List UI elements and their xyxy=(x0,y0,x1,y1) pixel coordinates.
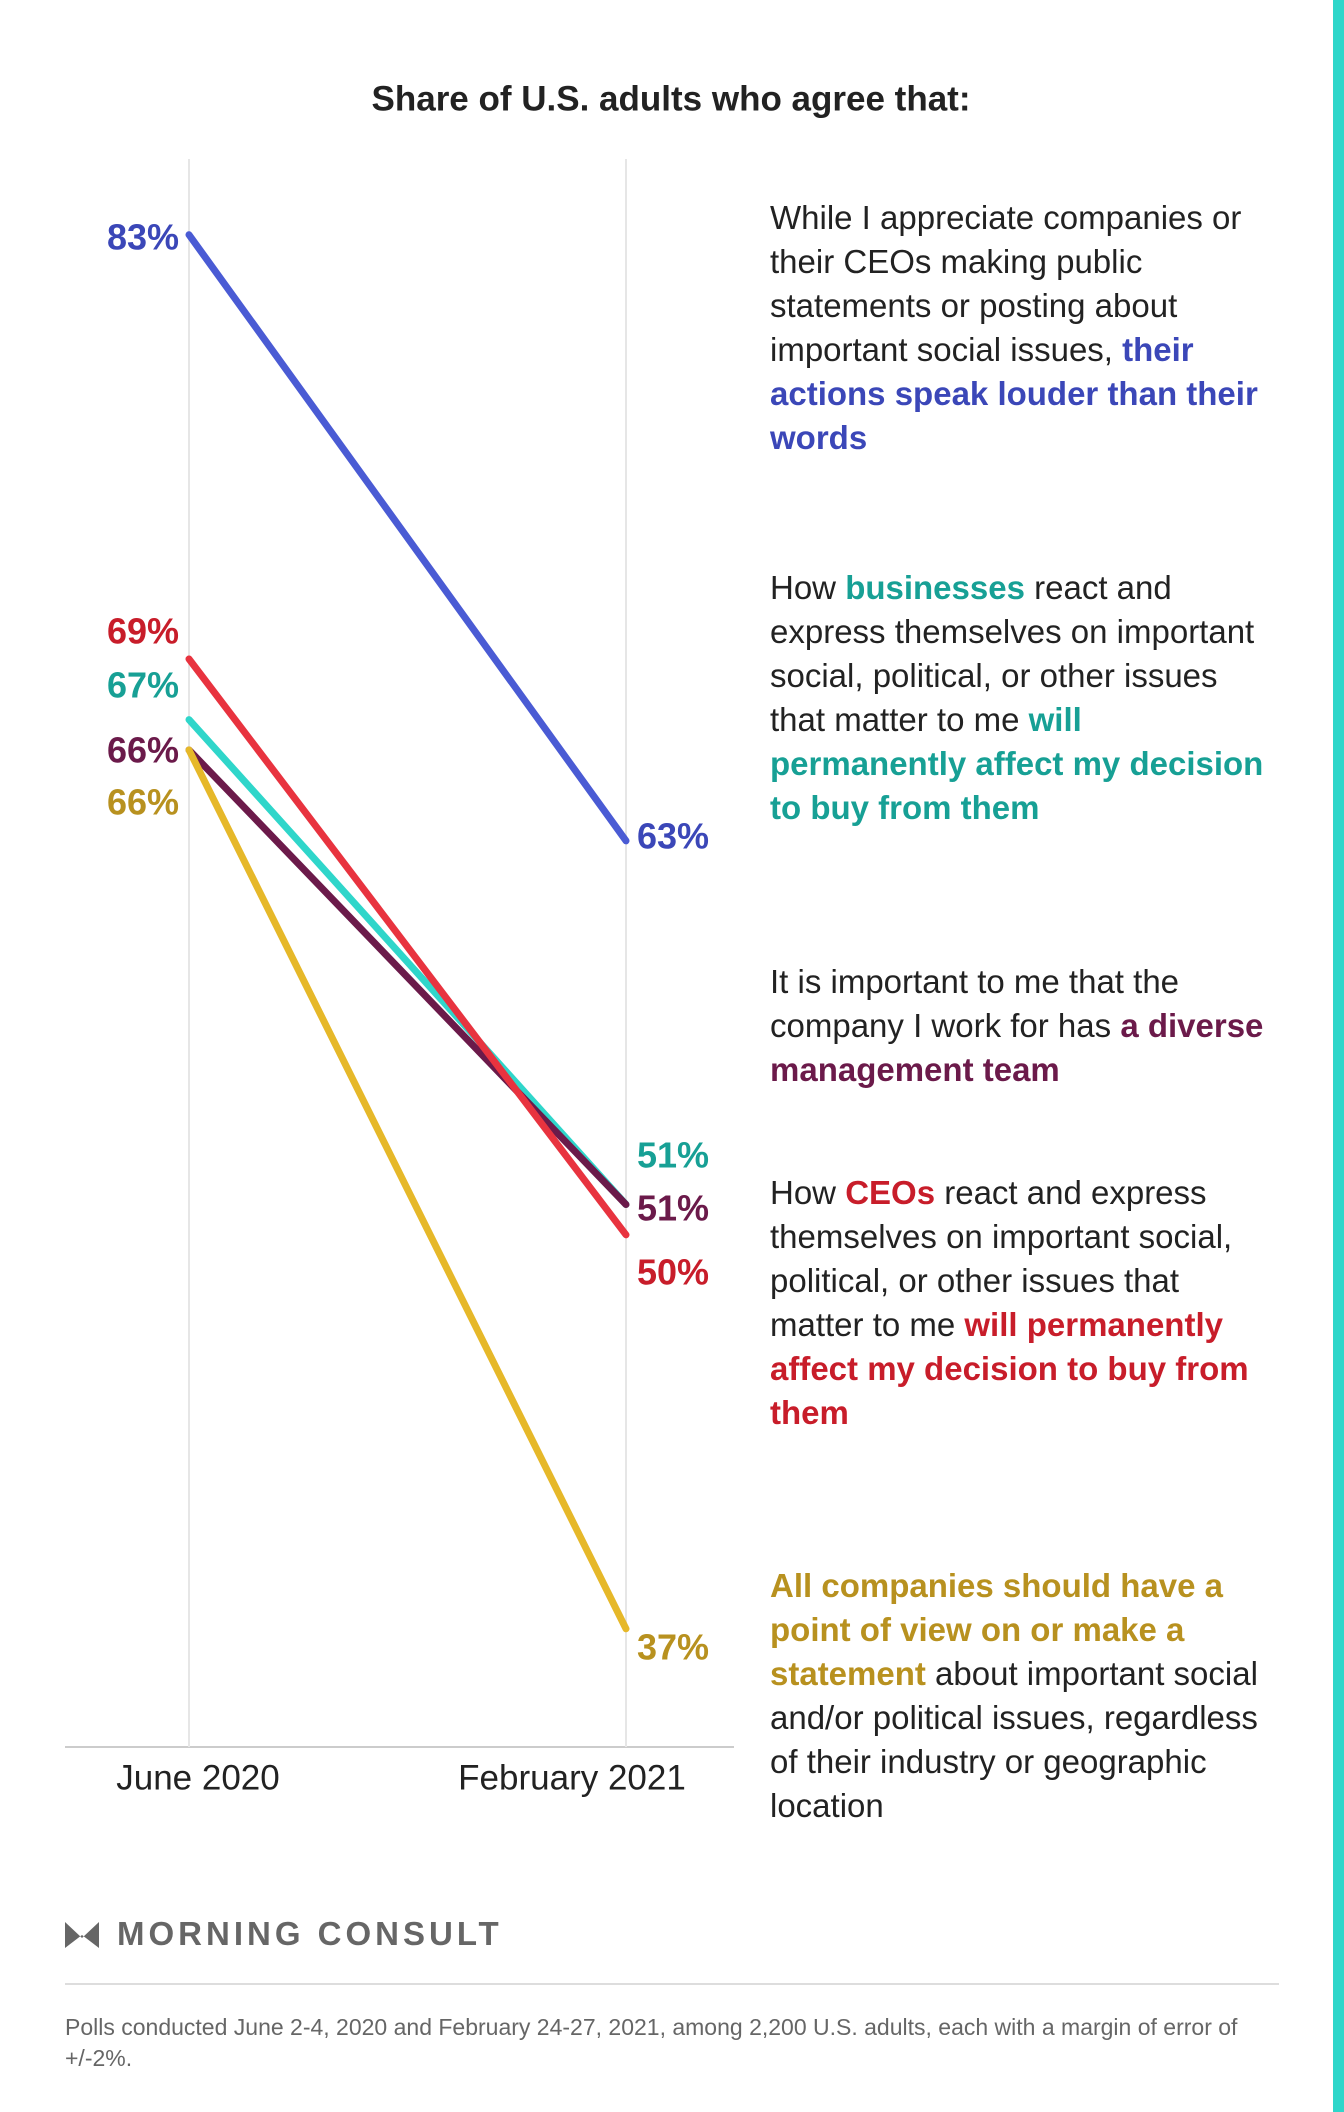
line xyxy=(185,746,630,1633)
legend-text: businesses xyxy=(845,569,1025,606)
line xyxy=(185,655,630,1239)
data-label: 51% xyxy=(637,1188,709,1229)
data-label: 63% xyxy=(637,816,709,857)
data-label: 50% xyxy=(637,1252,709,1293)
footnote: Polls conducted June 2-4, 2020 and Febru… xyxy=(65,2014,1238,2071)
line xyxy=(185,716,630,1209)
line xyxy=(185,231,630,845)
legend-text: react and express themselves on importan… xyxy=(770,1174,1233,1343)
legend-text: will permanently affect my decision to b… xyxy=(770,701,1264,826)
legend-entry: How CEOs react and express themselves on… xyxy=(770,1171,1270,1435)
chart-title: Share of U.S. adults who agree that: xyxy=(372,79,971,118)
legend-text: How xyxy=(770,1174,846,1211)
data-label: 67% xyxy=(107,665,179,706)
data-label: 66% xyxy=(107,782,179,823)
data-label: 66% xyxy=(107,730,179,771)
x-tick-label: February 2021 xyxy=(458,1758,686,1797)
legend-entry: It is important to me that the company I… xyxy=(770,960,1270,1092)
legend-text: All companies should have a point of vie… xyxy=(770,1567,1223,1692)
legend-text: How xyxy=(770,569,846,606)
x-tick-label: June 2020 xyxy=(116,1758,279,1797)
legend-text: will permanently affect my decision to b… xyxy=(770,1306,1249,1431)
legend-entry: All companies should have a point of vie… xyxy=(770,1564,1270,1828)
legend-entry: While I appreciate companies or their CE… xyxy=(770,196,1270,460)
legend-text: about important social and/or political … xyxy=(770,1655,1258,1824)
brand: MORNING CONSULT xyxy=(117,1915,503,1952)
line xyxy=(185,746,630,1209)
data-label: 69% xyxy=(107,611,179,652)
legend-text: react and express themselves on importan… xyxy=(770,569,1255,738)
legend-text: their actions speak louder than their wo… xyxy=(770,331,1258,456)
legend-entry: How businesses react and express themsel… xyxy=(770,566,1270,830)
data-label: 83% xyxy=(107,217,179,258)
legend-text: While I appreciate companies or their CE… xyxy=(770,199,1242,368)
side-bar xyxy=(1333,0,1344,2112)
data-label: 51% xyxy=(637,1135,709,1176)
legend-text: CEOs xyxy=(845,1174,936,1211)
data-label: 37% xyxy=(637,1627,709,1668)
legend-text: a diverse management team xyxy=(770,1007,1264,1088)
legend-text: It is important to me that the company I… xyxy=(770,963,1180,1044)
logo xyxy=(65,1922,99,1948)
